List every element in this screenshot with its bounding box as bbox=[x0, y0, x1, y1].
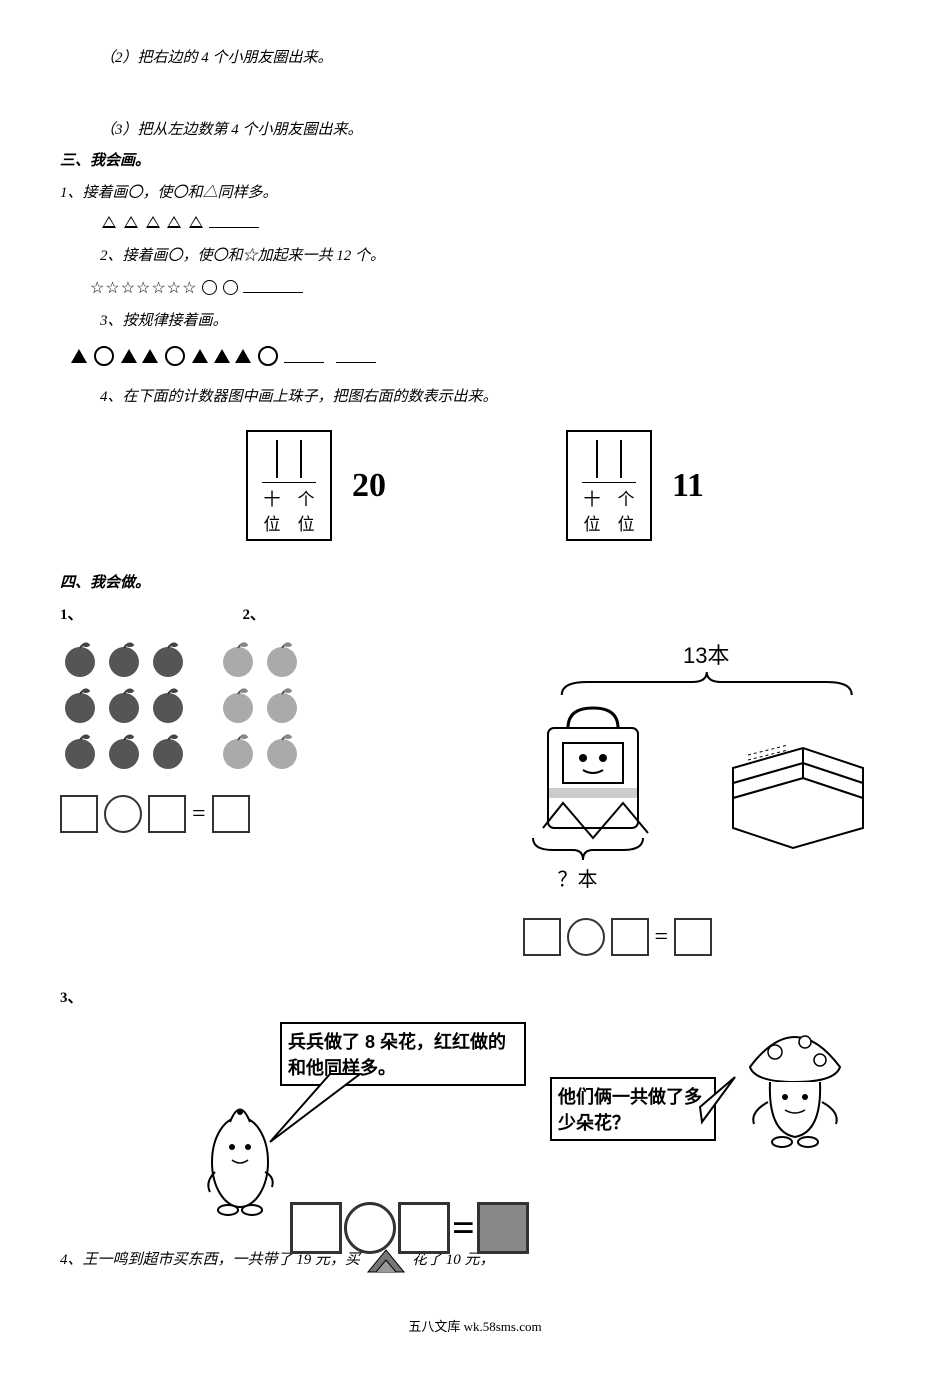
triangle-solid-icon bbox=[235, 349, 251, 363]
s3-4: 4、在下面的计数器图中画上珠子，把图右面的数表示出来。 bbox=[60, 385, 890, 411]
ones-label: 个 bbox=[617, 490, 634, 509]
s3-2: 2、接着画〇，使〇和☆加起来一共 12 个。 bbox=[60, 244, 890, 270]
tens-label: 十 bbox=[583, 490, 600, 509]
apple-icon bbox=[148, 684, 188, 724]
eq-box bbox=[60, 795, 98, 833]
circle-outline-icon bbox=[258, 346, 278, 366]
triangle-icon bbox=[102, 216, 116, 228]
section3-heading: 三、我会画。 bbox=[60, 149, 890, 175]
abacus-1: 十位 个位 20 bbox=[246, 430, 386, 541]
wei-label: 位 bbox=[297, 515, 314, 534]
eq-circle bbox=[567, 918, 605, 956]
eq-box bbox=[148, 795, 186, 833]
blank-line bbox=[336, 348, 376, 363]
eq-box bbox=[523, 918, 561, 956]
wei-label: 位 bbox=[617, 515, 634, 534]
s3-1: 1、接着画〇，使〇和△同样多。 bbox=[60, 181, 890, 207]
eq-box bbox=[290, 1202, 342, 1254]
q2-3: （3）把从左边数第 4 个小朋友圈出来。 bbox=[60, 118, 890, 144]
apple-light-icon bbox=[262, 730, 302, 770]
blank-line bbox=[284, 348, 324, 363]
star-icon: ☆☆☆☆☆☆☆ bbox=[90, 280, 197, 297]
equation-3: = bbox=[290, 1202, 529, 1254]
books-diagram bbox=[503, 688, 883, 868]
circle-icon bbox=[223, 280, 238, 295]
books-total: 13本 bbox=[543, 638, 871, 670]
apple-light-icon bbox=[218, 684, 258, 724]
apple-icon bbox=[104, 684, 144, 724]
abacus-num-2: 11 bbox=[672, 467, 704, 505]
apple-light-icon bbox=[218, 730, 258, 770]
footer: 五八文库 wk.58sms.com bbox=[60, 1316, 890, 1335]
abacus-num-1: 20 bbox=[352, 467, 386, 505]
apple-icon bbox=[104, 638, 144, 678]
circle-outline-icon bbox=[165, 346, 185, 366]
s3-3-shapes bbox=[60, 346, 890, 373]
apple-icon bbox=[60, 730, 100, 770]
s3-1-shapes bbox=[60, 212, 890, 238]
abacus-row: 十位 个位 20 十位 个位 11 bbox=[60, 430, 890, 541]
triangle-icon bbox=[167, 216, 181, 228]
problem-3: 兵兵做了 8 朵花，红红做的和他同样多。 他们俩一共做了多少朵花？ bbox=[180, 1022, 890, 1242]
triangle-icon bbox=[146, 216, 160, 228]
p2-label: 2、 bbox=[243, 603, 266, 629]
equation-2: = bbox=[523, 918, 891, 956]
section4-heading: 四、我会做。 bbox=[60, 571, 890, 597]
apple-light-icon bbox=[262, 638, 302, 678]
triangle-solid-icon bbox=[71, 349, 87, 363]
triangle-solid-icon bbox=[142, 349, 158, 363]
apple-grid-dark bbox=[60, 638, 188, 770]
eq-box bbox=[398, 1202, 450, 1254]
eq-circle bbox=[104, 795, 142, 833]
p1-label: 1、 bbox=[60, 603, 83, 629]
s3-2-shapes: ☆☆☆☆☆☆☆ bbox=[60, 275, 890, 303]
ones-label: 个 bbox=[297, 490, 314, 509]
apple-icon bbox=[60, 684, 100, 724]
blank-line bbox=[243, 278, 303, 293]
eq-box bbox=[611, 918, 649, 956]
wei-label: 位 bbox=[583, 515, 600, 534]
p3-label: 3、 bbox=[60, 986, 890, 1012]
eq-box bbox=[212, 795, 250, 833]
s3-3: 3、按规律接着画。 bbox=[60, 309, 890, 335]
apple-icon bbox=[148, 730, 188, 770]
equals-sign: = bbox=[452, 1204, 475, 1251]
problems-row: = 13本 bbox=[60, 638, 890, 956]
abacus-2: 十位 个位 11 bbox=[566, 430, 704, 541]
problem-numbers: 1、 2、 bbox=[60, 603, 890, 629]
triangle-solid-icon bbox=[214, 349, 230, 363]
equation-1: = bbox=[60, 795, 458, 833]
problem-1: = bbox=[60, 638, 458, 833]
apple-icon bbox=[104, 730, 144, 770]
equals-sign: = bbox=[655, 924, 669, 951]
apple-light-icon bbox=[218, 638, 258, 678]
eq-box-shaded bbox=[477, 1202, 529, 1254]
wei-label: 位 bbox=[263, 515, 280, 534]
equals-sign: = bbox=[192, 801, 206, 828]
tens-label: 十 bbox=[263, 490, 280, 509]
problem-2: 13本 bbox=[493, 638, 891, 956]
q3-illustration bbox=[180, 1022, 880, 1242]
apple-icon bbox=[148, 638, 188, 678]
apple-light-icon bbox=[262, 684, 302, 724]
eq-box bbox=[674, 918, 712, 956]
triangle-icon bbox=[124, 216, 138, 228]
circle-icon bbox=[202, 280, 217, 295]
circle-outline-icon bbox=[94, 346, 114, 366]
apple-grid-light bbox=[218, 638, 302, 770]
triangle-solid-icon bbox=[192, 349, 208, 363]
eq-circle bbox=[344, 1202, 396, 1254]
books-q: ？本 bbox=[558, 863, 598, 892]
q2-2: （2）把右边的 4 个小朋友圈出来。 bbox=[60, 46, 890, 72]
triangle-icon bbox=[189, 216, 203, 228]
triangle-solid-icon bbox=[121, 349, 137, 363]
blank-line bbox=[209, 213, 259, 228]
apple-icon bbox=[60, 638, 100, 678]
